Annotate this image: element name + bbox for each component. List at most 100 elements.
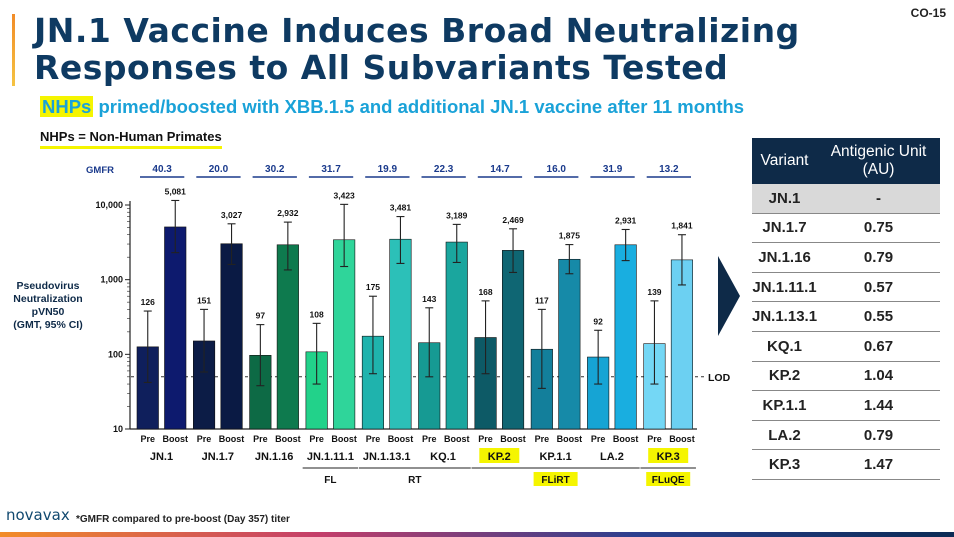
antigenic-unit-table: Variant Antigenic Unit (AU) JN.1- JN.1.7 0…	[752, 138, 940, 480]
variant-cell: KQ.1	[752, 331, 818, 362]
boost-bar	[558, 258, 581, 430]
au-cell: 0.55	[817, 301, 940, 332]
variant-label: KQ.1	[430, 451, 456, 463]
data-label: 3,189	[446, 210, 468, 220]
boost-bar	[333, 239, 356, 430]
variant-highlight	[648, 448, 689, 463]
au-cell: -	[817, 184, 940, 214]
y-tick-label: 1,000	[100, 275, 123, 285]
bottom-decor-bar	[0, 532, 954, 537]
gmfr-value: 13.2	[659, 164, 679, 175]
gmfr-value: 40.3	[152, 164, 172, 175]
title-accent-bar	[12, 14, 15, 86]
variant-highlight	[479, 448, 520, 463]
data-label: 97	[256, 311, 266, 321]
boost-bar	[220, 243, 243, 430]
au-cell: 1.04	[817, 361, 940, 392]
variant-cell: KP.3	[752, 449, 818, 480]
bar-category-label: Boost	[613, 434, 639, 444]
bar-category-label: Pre	[253, 434, 268, 444]
data-label: 151	[197, 295, 211, 305]
data-label: 175	[366, 282, 380, 292]
bar-category-label: Pre	[591, 434, 606, 444]
table-header-variant: Variant	[752, 138, 818, 184]
data-label: 3,423	[334, 190, 356, 200]
neutralization-chart: 10 100 1,000 10,000 Pseudovirus Neutralizatio…	[0, 150, 740, 520]
chevron-right-icon	[718, 256, 740, 336]
bar-category-label: Pre	[535, 434, 550, 444]
bar-category-label: Boost	[275, 434, 301, 444]
bracket-highlight	[646, 472, 691, 486]
data-label: 139	[647, 287, 661, 297]
table-row: KP.1.1 1.44	[752, 390, 940, 421]
variant-cell: KP.2	[752, 361, 818, 392]
bar-category-label: Pre	[309, 434, 324, 444]
bar-category-label: Pre	[140, 434, 155, 444]
table-row: JN.1-	[752, 184, 940, 214]
au-cell: 0.75	[817, 213, 940, 244]
subtitle: NHPs primed/boosted with XBB.1.5 and add…	[40, 96, 744, 118]
au-cell: 0.67	[817, 331, 940, 362]
data-label: 2,932	[277, 208, 299, 218]
bar-category-label: Pre	[197, 434, 212, 444]
variant-label: JN.1.7	[202, 451, 234, 463]
variant-label: JN.1	[150, 451, 173, 463]
data-label: 108	[310, 309, 324, 319]
variant-cell: LA.2	[752, 420, 818, 451]
data-label: 92	[593, 316, 603, 326]
table-header-row: Variant Antigenic Unit (AU)	[752, 138, 940, 184]
table-body: JN.1- JN.1.7 0.75 JN.1.16 0.79 JN.1.11.1 0.57 J…	[752, 184, 940, 480]
gmfr-value: 22.3	[434, 164, 454, 175]
bar-category-label: Boost	[500, 434, 526, 444]
bar-category-label: Boost	[163, 434, 189, 444]
table-row: JN.1.13.1 0.55	[752, 301, 940, 332]
bracket-label: FLiRT	[541, 475, 569, 486]
y-axis-label: Pseudovirus Neutralization pVN50 (GMT, 95% …	[13, 280, 82, 331]
bar-category-label: Boost	[557, 434, 583, 444]
page-title: JN.1 Vaccine Induces Broad Neutralizing …	[34, 11, 800, 87]
boost-bar	[445, 241, 468, 430]
gmfr-value: 19.9	[378, 164, 398, 175]
y-tick-label: 10,000	[95, 200, 123, 210]
bracket-label: RT	[408, 475, 421, 486]
bracket-label: FL	[324, 475, 336, 486]
variant-cell: JN.1.13.1	[752, 301, 818, 332]
variant-label: KP.3	[657, 451, 680, 463]
table-row: JN.1.7 0.75	[752, 213, 940, 244]
bracket-label: FLuQE	[652, 475, 685, 486]
bar-category-label: Pre	[366, 434, 381, 444]
bracket-highlight	[533, 472, 578, 486]
variant-cell: JN.1.16	[752, 242, 818, 273]
table-row: LA.2 0.79	[752, 420, 940, 451]
definition-note: NHPs = Non-Human Primates	[40, 129, 222, 149]
table-row: KP.2 1.04	[752, 361, 940, 392]
gmfr-value: 14.7	[490, 164, 510, 175]
gmfr-value: 20.0	[209, 164, 229, 175]
variant-label: JN.1.13.1	[363, 451, 411, 463]
variant-cell: JN.1.7	[752, 213, 818, 244]
data-label: 1,841	[671, 221, 693, 231]
table-row: JN.1.16 0.79	[752, 242, 940, 273]
variant-label: LA.2	[600, 451, 624, 463]
bar-category-label: Boost	[669, 434, 695, 444]
gmfr-label: GMFR	[86, 165, 114, 176]
novavax-logo: novavax	[6, 506, 70, 524]
au-cell: 1.47	[817, 449, 940, 480]
table-header-au: Antigenic Unit (AU)	[817, 138, 940, 184]
table-row: KP.3 1.47	[752, 449, 940, 480]
variant-cell: JN.1	[752, 184, 818, 214]
au-cell: 1.44	[817, 390, 940, 421]
variant-label: KP.1.1	[539, 451, 571, 463]
data-label: 143	[422, 294, 436, 304]
variant-label: KP.2	[488, 451, 511, 463]
gmfr-value: 31.7	[321, 164, 341, 175]
bar-category-label: Boost	[331, 434, 357, 444]
data-label: 1,875	[559, 231, 581, 241]
bar-category-label: Boost	[444, 434, 470, 444]
gmfr-value: 16.0	[547, 164, 567, 175]
slide-code: CO-15	[910, 6, 946, 20]
variant-cell: JN.1.11.1	[752, 272, 818, 303]
data-label: 3,027	[221, 210, 243, 220]
variant-label: JN.1.16	[255, 451, 294, 463]
variant-cell: KP.1.1	[752, 390, 818, 421]
